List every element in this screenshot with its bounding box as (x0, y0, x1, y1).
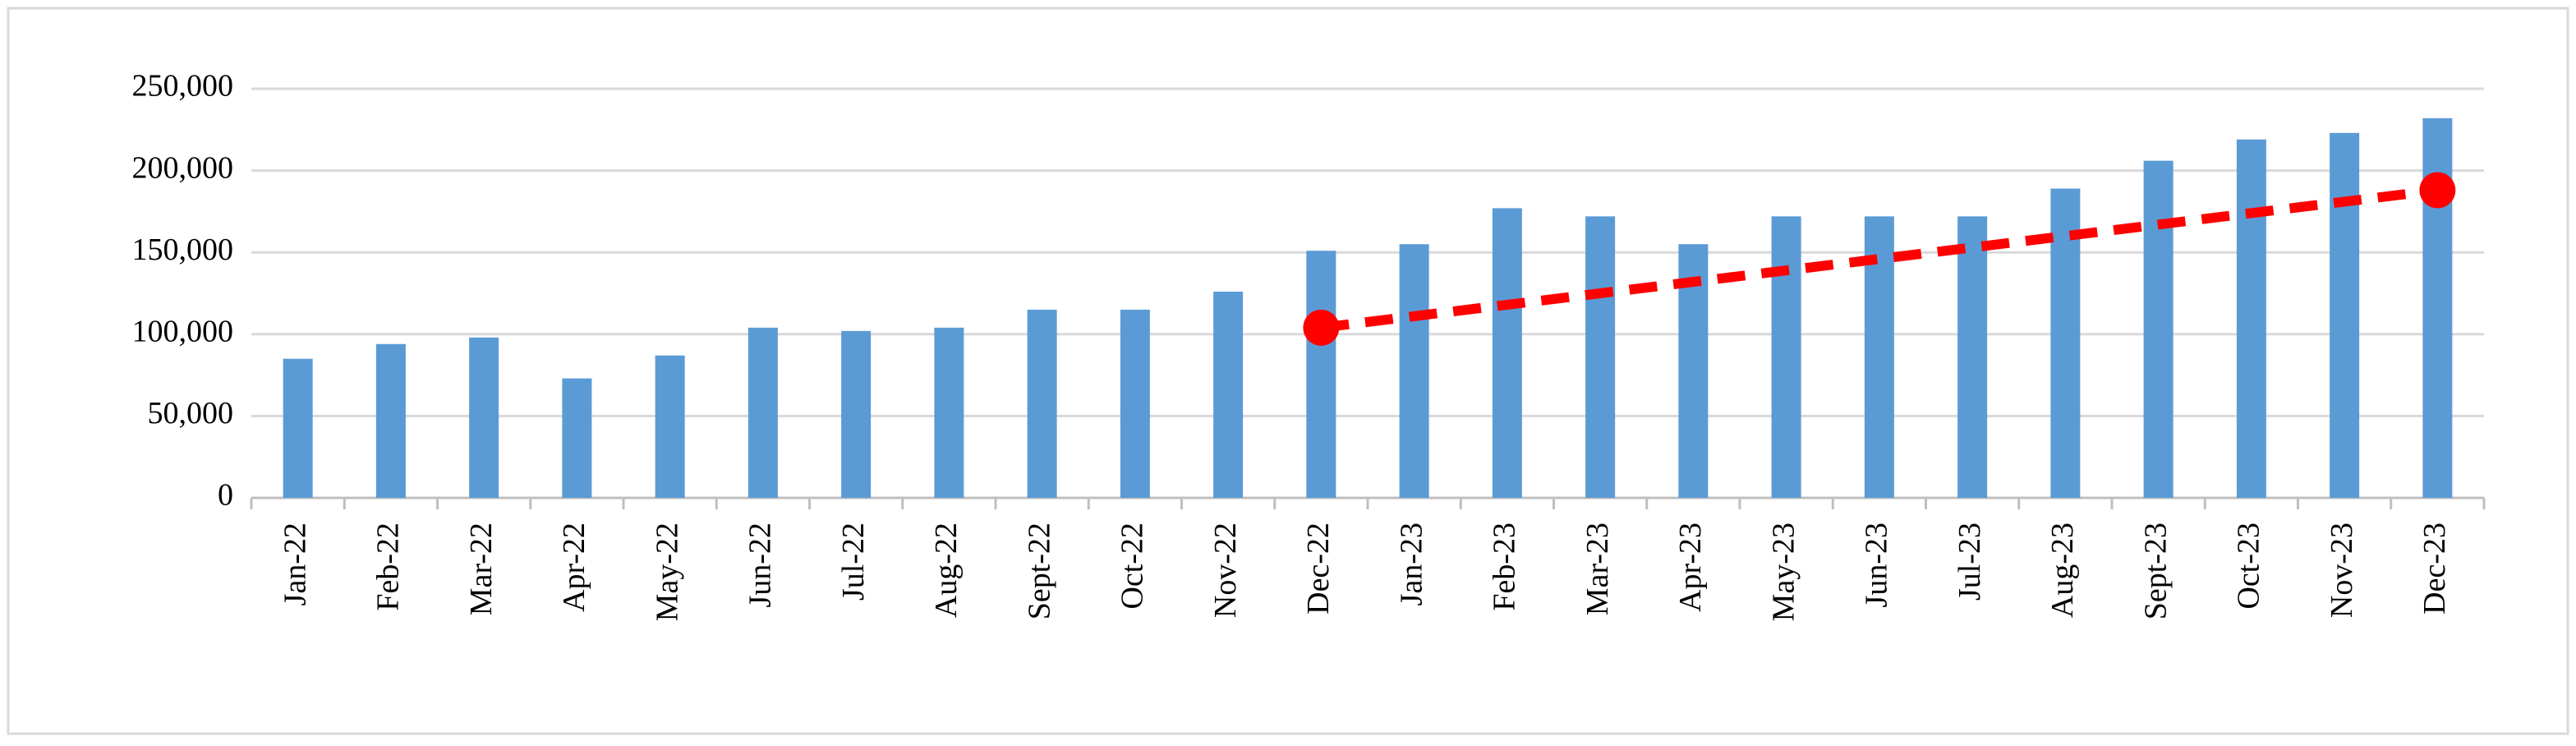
x-tick-label: Feb-22 (371, 523, 406, 611)
bar (1399, 244, 1429, 498)
bar (655, 355, 685, 498)
bar (2236, 139, 2266, 498)
x-tick-label: Jun-22 (743, 523, 778, 607)
x-tick-label: Nov-22 (1208, 523, 1243, 618)
y-tick-label: 100,000 (132, 315, 234, 349)
x-tick-label: Nov-23 (2325, 523, 2359, 618)
bar (283, 358, 313, 498)
x-tick-label: Oct-22 (1116, 523, 1150, 610)
x-tick-label: Mar-22 (464, 523, 499, 615)
x-tick-label: Jul-22 (836, 523, 871, 601)
x-tick-label: Sept-23 (2138, 523, 2173, 619)
trend-point (1303, 309, 1340, 346)
bar (1492, 208, 1522, 498)
x-tick-label: Dec-23 (2417, 523, 2452, 615)
bar (1306, 251, 1336, 498)
bar (934, 327, 964, 498)
y-tick-label: 250,000 (132, 69, 234, 104)
bar (1027, 309, 1057, 498)
bar (841, 330, 872, 498)
x-tick-label: Dec-22 (1301, 523, 1336, 615)
bar (2330, 132, 2360, 498)
x-tick-label: Jan-23 (1394, 523, 1428, 606)
x-tick-label: Mar-23 (1580, 523, 1615, 615)
y-tick-label: 0 (218, 478, 233, 513)
chart-border (7, 7, 2569, 735)
x-tick-label: May-22 (650, 523, 684, 621)
bar (2143, 160, 2174, 498)
trend-point (2419, 172, 2456, 209)
bar (1213, 292, 1244, 498)
y-tick-label: 50,000 (148, 396, 234, 431)
x-tick-label: Apr-23 (1673, 523, 1708, 612)
x-tick-label: Aug-22 (929, 523, 964, 618)
bar (748, 327, 778, 498)
bar (375, 343, 406, 498)
x-tick-label: May-23 (1766, 523, 1801, 621)
x-tick-label: Feb-23 (1488, 523, 1522, 611)
x-tick-label: Oct-23 (2232, 523, 2266, 610)
bar (2050, 188, 2081, 498)
x-tick-label: Jun-23 (1860, 523, 1894, 607)
x-tick-label: Sept-22 (1022, 523, 1056, 619)
x-tick-label: Aug-23 (2045, 523, 2080, 618)
bar (1957, 216, 1988, 498)
x-tick-label: Jul-23 (1953, 523, 1987, 601)
bar (1771, 216, 1801, 498)
trend-line (1320, 185, 2439, 333)
y-tick-label: 200,000 (132, 150, 234, 185)
bar (1120, 309, 1150, 498)
x-tick-label: Apr-22 (557, 523, 591, 612)
bar (469, 337, 499, 498)
bar (1585, 216, 1616, 498)
y-tick-label: 150,000 (132, 233, 234, 267)
bar (562, 378, 592, 498)
x-tick-label: Jan-22 (278, 523, 312, 606)
